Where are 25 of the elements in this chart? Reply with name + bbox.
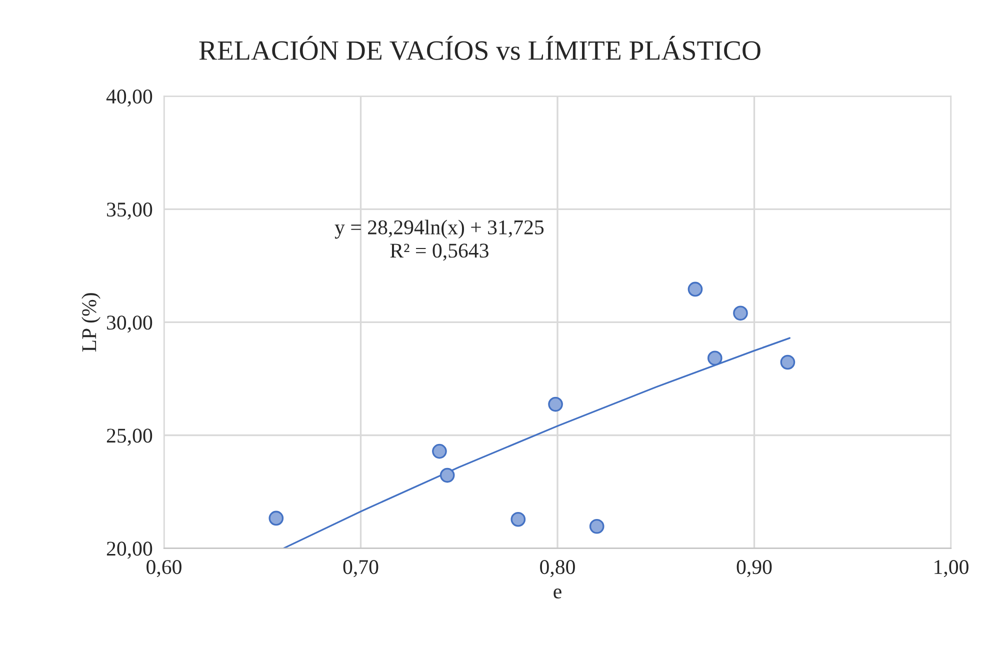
point [548, 396, 563, 412]
chart-title: RELACIÓN DE VACÍOS vs LÍMITE PLÁSTICO [199, 36, 760, 60]
y-tick-label: 30,00 [107, 316, 152, 333]
line-series [283, 337, 790, 548]
x-axis-title: e [554, 588, 562, 599]
x-tick-label: 0,90 [736, 560, 772, 578]
x-tick-label: 0,70 [343, 560, 378, 578]
y-tick-label: 40,00 [106, 90, 152, 107]
x-tick-label: 0,60 [146, 560, 182, 578]
y-tick-label: 20,00 [106, 542, 152, 559]
annotation: y = 28,294ln(x) + 31,725 R² = 0,5643 [334, 220, 544, 261]
point [688, 282, 703, 297]
point [510, 512, 526, 527]
x-tick-label: 0,80 [540, 560, 575, 578]
point [733, 306, 748, 321]
y-tick-label: 35,00 [107, 202, 152, 220]
point [268, 510, 284, 526]
point [707, 350, 722, 366]
y-axis-title: LP (%) [82, 293, 100, 352]
point [780, 354, 796, 370]
y-tick-label: 25,00 [106, 428, 152, 446]
point [589, 518, 604, 534]
point [440, 468, 455, 483]
point [432, 444, 447, 459]
x-tick-label: 1,00 [934, 560, 968, 578]
